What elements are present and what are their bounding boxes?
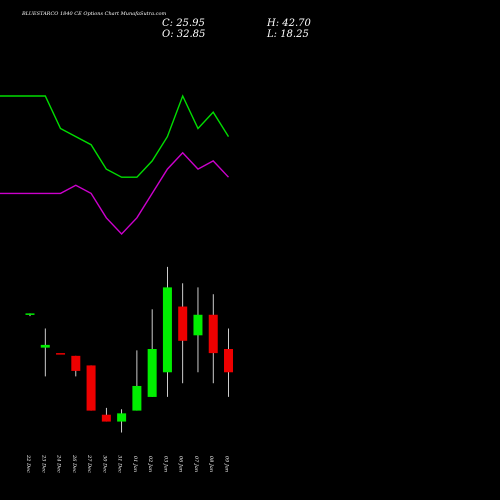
x-axis-tick-labels: 22 Dec 23 Dec 24 Dec 26 Dec 27 Dec 30 Dec 31 D… <box>25 454 230 473</box>
x-tick-label: 30 Dec <box>101 455 107 473</box>
candle-body <box>56 353 66 355</box>
x-tick-label: 08 Jan <box>208 456 214 472</box>
candle-body <box>178 306 188 341</box>
candle-body <box>224 349 234 373</box>
x-tick-label: 26 Dec <box>71 454 77 473</box>
candle-body <box>193 314 203 336</box>
candle-body <box>86 365 96 411</box>
candles-group <box>25 266 234 433</box>
lower-band-line <box>0 151 230 236</box>
candle-body <box>162 287 172 373</box>
candle-body <box>40 344 50 348</box>
x-tick-label: 01 Jan <box>132 456 138 472</box>
candle-body <box>208 314 218 354</box>
x-tick-label: 22 Dec <box>25 454 31 473</box>
candle-body <box>147 349 157 397</box>
x-tick-label: 23 Dec <box>40 454 46 473</box>
x-tick-label: 06 Jan <box>178 456 184 472</box>
x-tick-label: 31 Dec <box>117 455 123 473</box>
x-tick-label: 03 Jan <box>162 456 168 472</box>
low-value: L: 18.25 <box>266 29 309 40</box>
close-value: C: 25.95 <box>162 18 205 29</box>
candle-body <box>117 413 127 422</box>
x-tick-label: 24 Dec <box>56 454 62 473</box>
upper-band-line <box>0 94 230 178</box>
candle-body <box>101 414 111 422</box>
candle-body <box>132 385 142 411</box>
x-tick-label: 27 Dec <box>86 454 92 473</box>
chart-title: BLUESTARCO 1840 CE Options Chart MunafaS… <box>21 11 166 17</box>
candle-body <box>71 355 81 371</box>
candle-body <box>25 313 35 315</box>
x-tick-label: 07 Jan <box>193 456 199 472</box>
x-tick-label: 02 Jan <box>147 456 153 472</box>
open-value: O: 32.85 <box>162 29 205 40</box>
x-tick-label: 09 Jan <box>224 456 230 472</box>
high-value: H: 42.70 <box>266 18 312 29</box>
